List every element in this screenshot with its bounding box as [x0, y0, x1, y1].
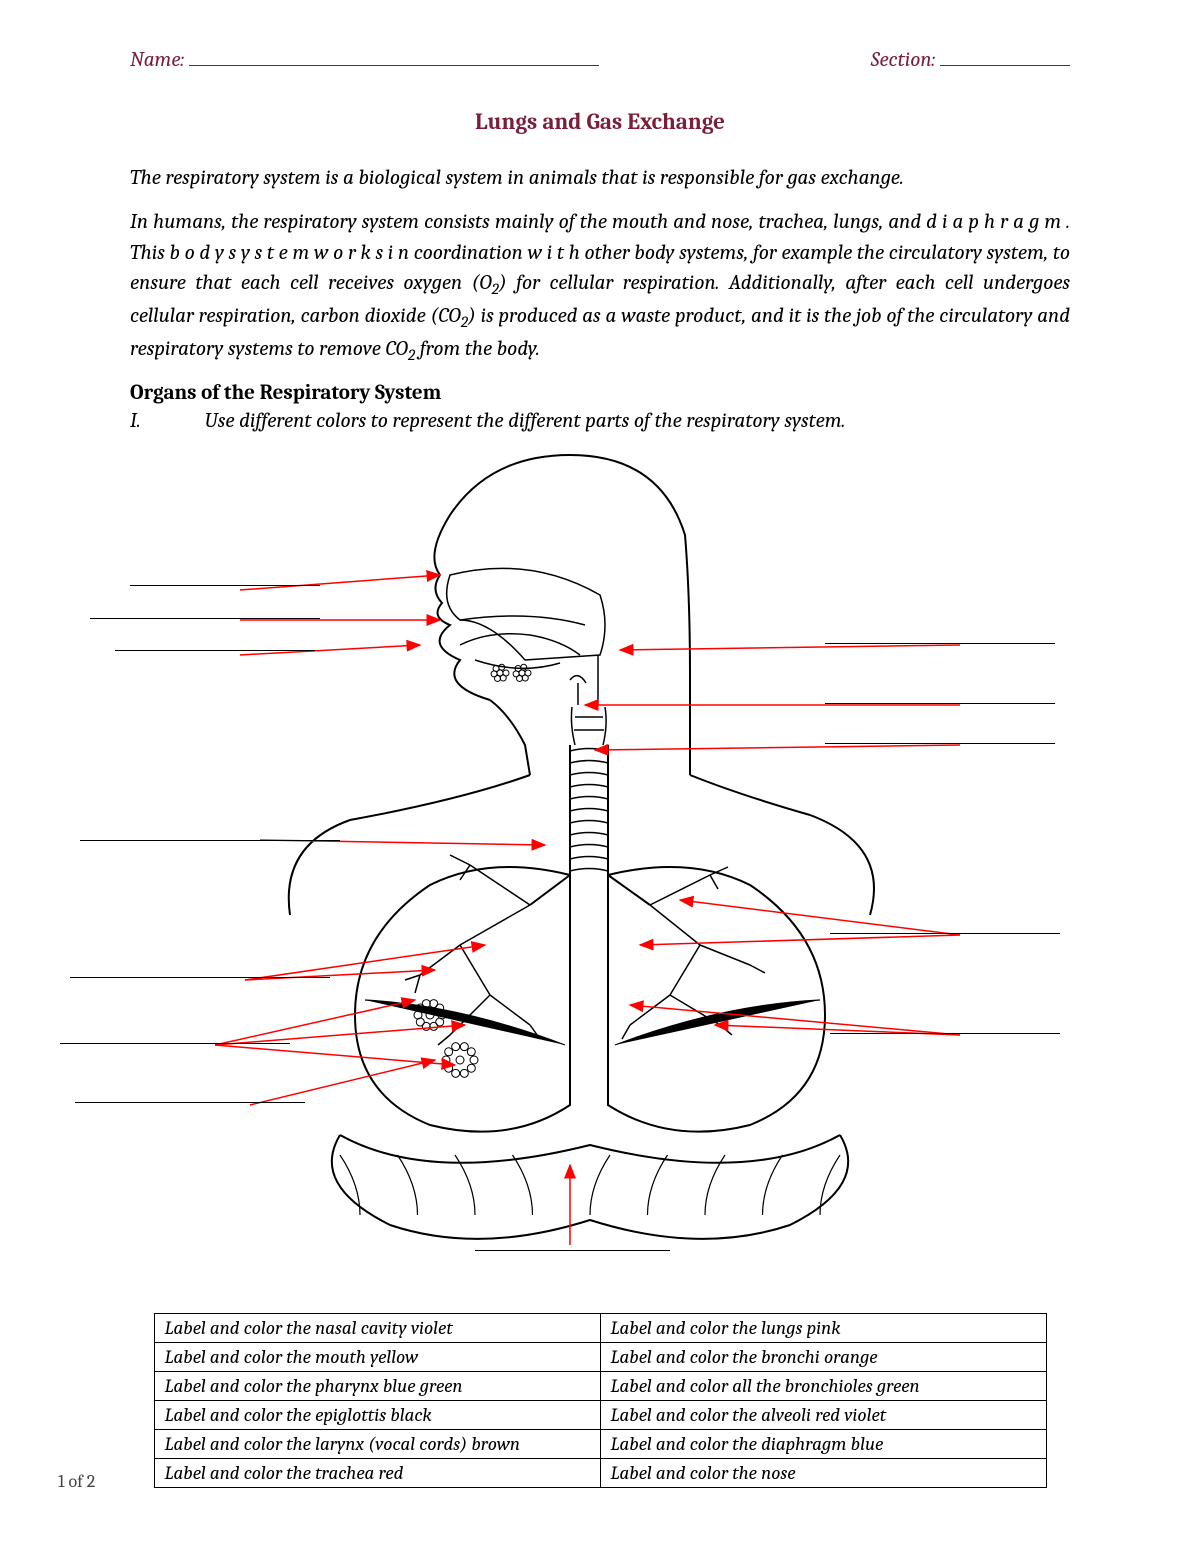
table-row: Label and color the epiglottis blackLabe… — [154, 1401, 1046, 1430]
label-blank — [825, 743, 1055, 744]
table-cell: Label and color all the bronchioles gree… — [600, 1372, 1046, 1401]
page-title: Lungs and Gas Exchange — [130, 108, 1070, 135]
page-number: 1 of 2 — [58, 1471, 95, 1492]
instruction-roman: I. — [130, 409, 200, 433]
table-row: Label and color the larynx (vocal cords)… — [154, 1430, 1046, 1459]
label-blank — [80, 840, 340, 841]
table-cell: Label and color the lungs pink — [600, 1314, 1046, 1343]
table-cell: Label and color the bronchi orange — [600, 1343, 1046, 1372]
worksheet-page: Name: Section: Lungs and Gas Exchange Th… — [0, 0, 1200, 1528]
table-row: Label and color the trachea redLabel and… — [154, 1459, 1046, 1488]
section-blank — [940, 65, 1070, 66]
label-blank — [60, 1043, 290, 1044]
table-cell: Label and color the pharynx blue green — [154, 1372, 600, 1401]
name-field: Name: — [130, 48, 599, 72]
label-blank — [75, 1102, 305, 1103]
instruction-text: Use different colors to represent the di… — [205, 409, 846, 433]
label-blank — [830, 933, 1060, 934]
table-row: Label and color the nasal cavity violetL… — [154, 1314, 1046, 1343]
respiratory-diagram — [130, 445, 1070, 1295]
label-blank — [830, 1033, 1060, 1034]
label-blank — [90, 618, 320, 619]
name-label: Name: — [130, 48, 184, 72]
coloring-instructions-table: Label and color the nasal cavity violetL… — [154, 1313, 1047, 1488]
section-field: Section: — [871, 48, 1070, 72]
label-blank — [825, 643, 1055, 644]
header: Name: Section: — [130, 48, 1070, 72]
table-cell: Label and color the alveoli red violet — [600, 1401, 1046, 1430]
table-cell: Label and color the trachea red — [154, 1459, 600, 1488]
name-blank — [189, 65, 599, 66]
label-blank — [130, 585, 320, 586]
label-blank — [475, 1250, 670, 1251]
label-blank — [825, 703, 1055, 704]
section-subhead: Organs of the Respiratory System — [130, 381, 1070, 405]
label-blank — [115, 650, 315, 651]
table-cell: Label and color the diaphragm blue — [600, 1430, 1046, 1459]
section-label: Section: — [871, 48, 936, 72]
table-cell: Label and color the nose — [600, 1459, 1046, 1488]
table-cell: Label and color the larynx (vocal cords)… — [154, 1430, 600, 1459]
table-row: Label and color the pharynx blue greenLa… — [154, 1372, 1046, 1401]
table-cell: Label and color the epiglottis black — [154, 1401, 600, 1430]
label-blank — [70, 977, 330, 978]
table-cell: Label and color the mouth yellow — [154, 1343, 600, 1372]
intro-paragraph-2: In humans, the respiratory system consis… — [130, 207, 1070, 367]
table-cell: Label and color the nasal cavity violet — [154, 1314, 600, 1343]
intro-paragraph-1: The respiratory system is a biological s… — [130, 163, 1070, 193]
instruction: I. Use different colors to represent the… — [130, 409, 1070, 433]
table-row: Label and color the mouth yellowLabel an… — [154, 1343, 1046, 1372]
